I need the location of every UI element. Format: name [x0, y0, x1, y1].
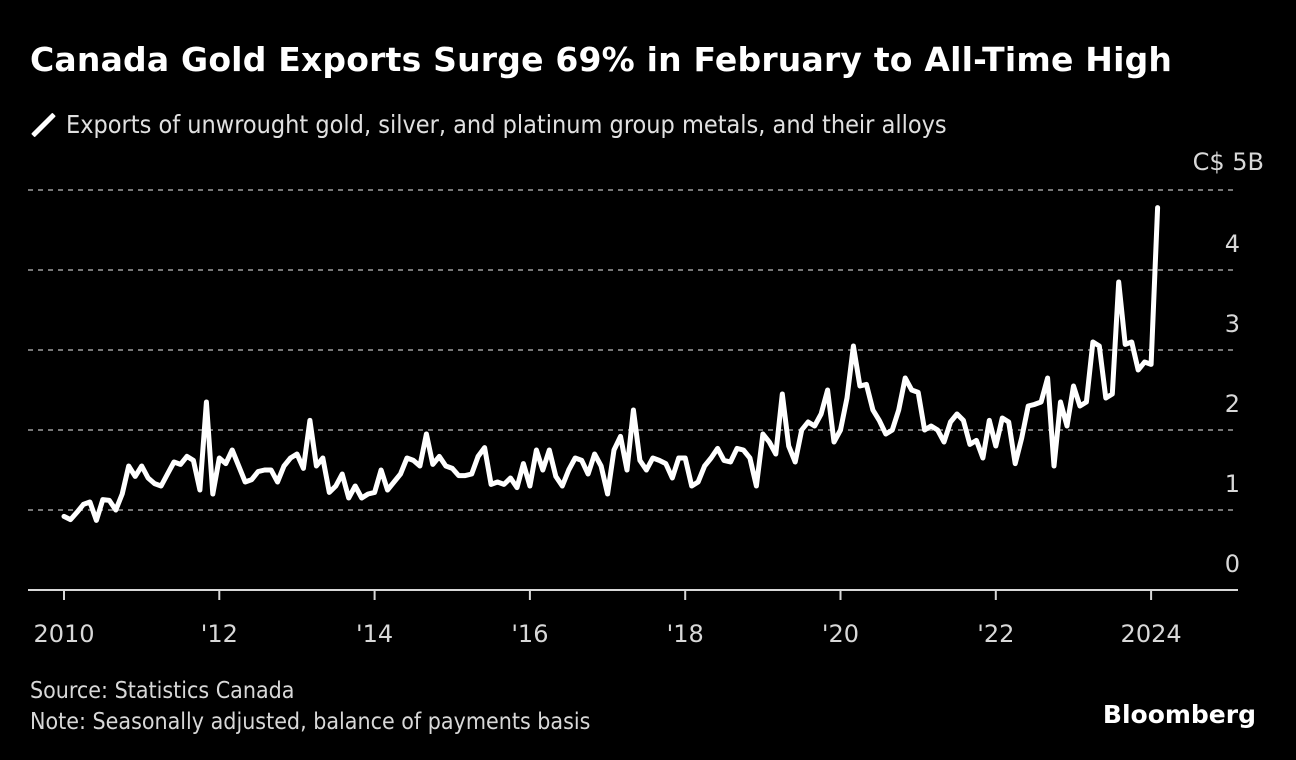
source-text: Source: Statistics Canada: [30, 678, 295, 704]
bloomberg-logo: Bloomberg: [1102, 700, 1256, 729]
x-tick-label: 2010: [33, 620, 94, 648]
note-text: Note: Seasonally adjusted, balance of pa…: [30, 709, 591, 735]
x-tick-label: 2024: [1121, 620, 1182, 648]
y-tick-label: 4: [1225, 230, 1240, 258]
x-tick-label: '20: [822, 620, 859, 648]
legend: Exports of unwrought gold, silver, and p…: [30, 110, 947, 139]
y-tick-label: 3: [1225, 310, 1240, 338]
x-tick-label: '14: [356, 620, 393, 648]
x-tick-label: '12: [201, 620, 238, 648]
legend-label: Exports of unwrought gold, silver, and p…: [66, 110, 947, 139]
x-tick-label: '22: [977, 620, 1014, 648]
x-tick-label: '18: [667, 620, 704, 648]
x-axis: 2010 '12 '14 '16 '18 '20 '22 2024: [28, 589, 1238, 648]
y-tick-label: 1: [1225, 470, 1240, 498]
chart-title: Canada Gold Exports Surge 69% in Februar…: [30, 40, 1173, 79]
y-tick-label: 0: [1225, 550, 1240, 578]
footer: Source: Statistics Canada Note: Seasonal…: [30, 676, 590, 738]
x-tick-label: '16: [511, 620, 548, 648]
series-line: [61, 205, 1161, 523]
y-axis-unit-label: C$ 5B: [1192, 148, 1264, 176]
series-group: [61, 205, 1161, 523]
y-axis-ticks: 0 1 2 3 4: [1225, 230, 1240, 578]
y-tick-label: 2: [1225, 390, 1240, 418]
